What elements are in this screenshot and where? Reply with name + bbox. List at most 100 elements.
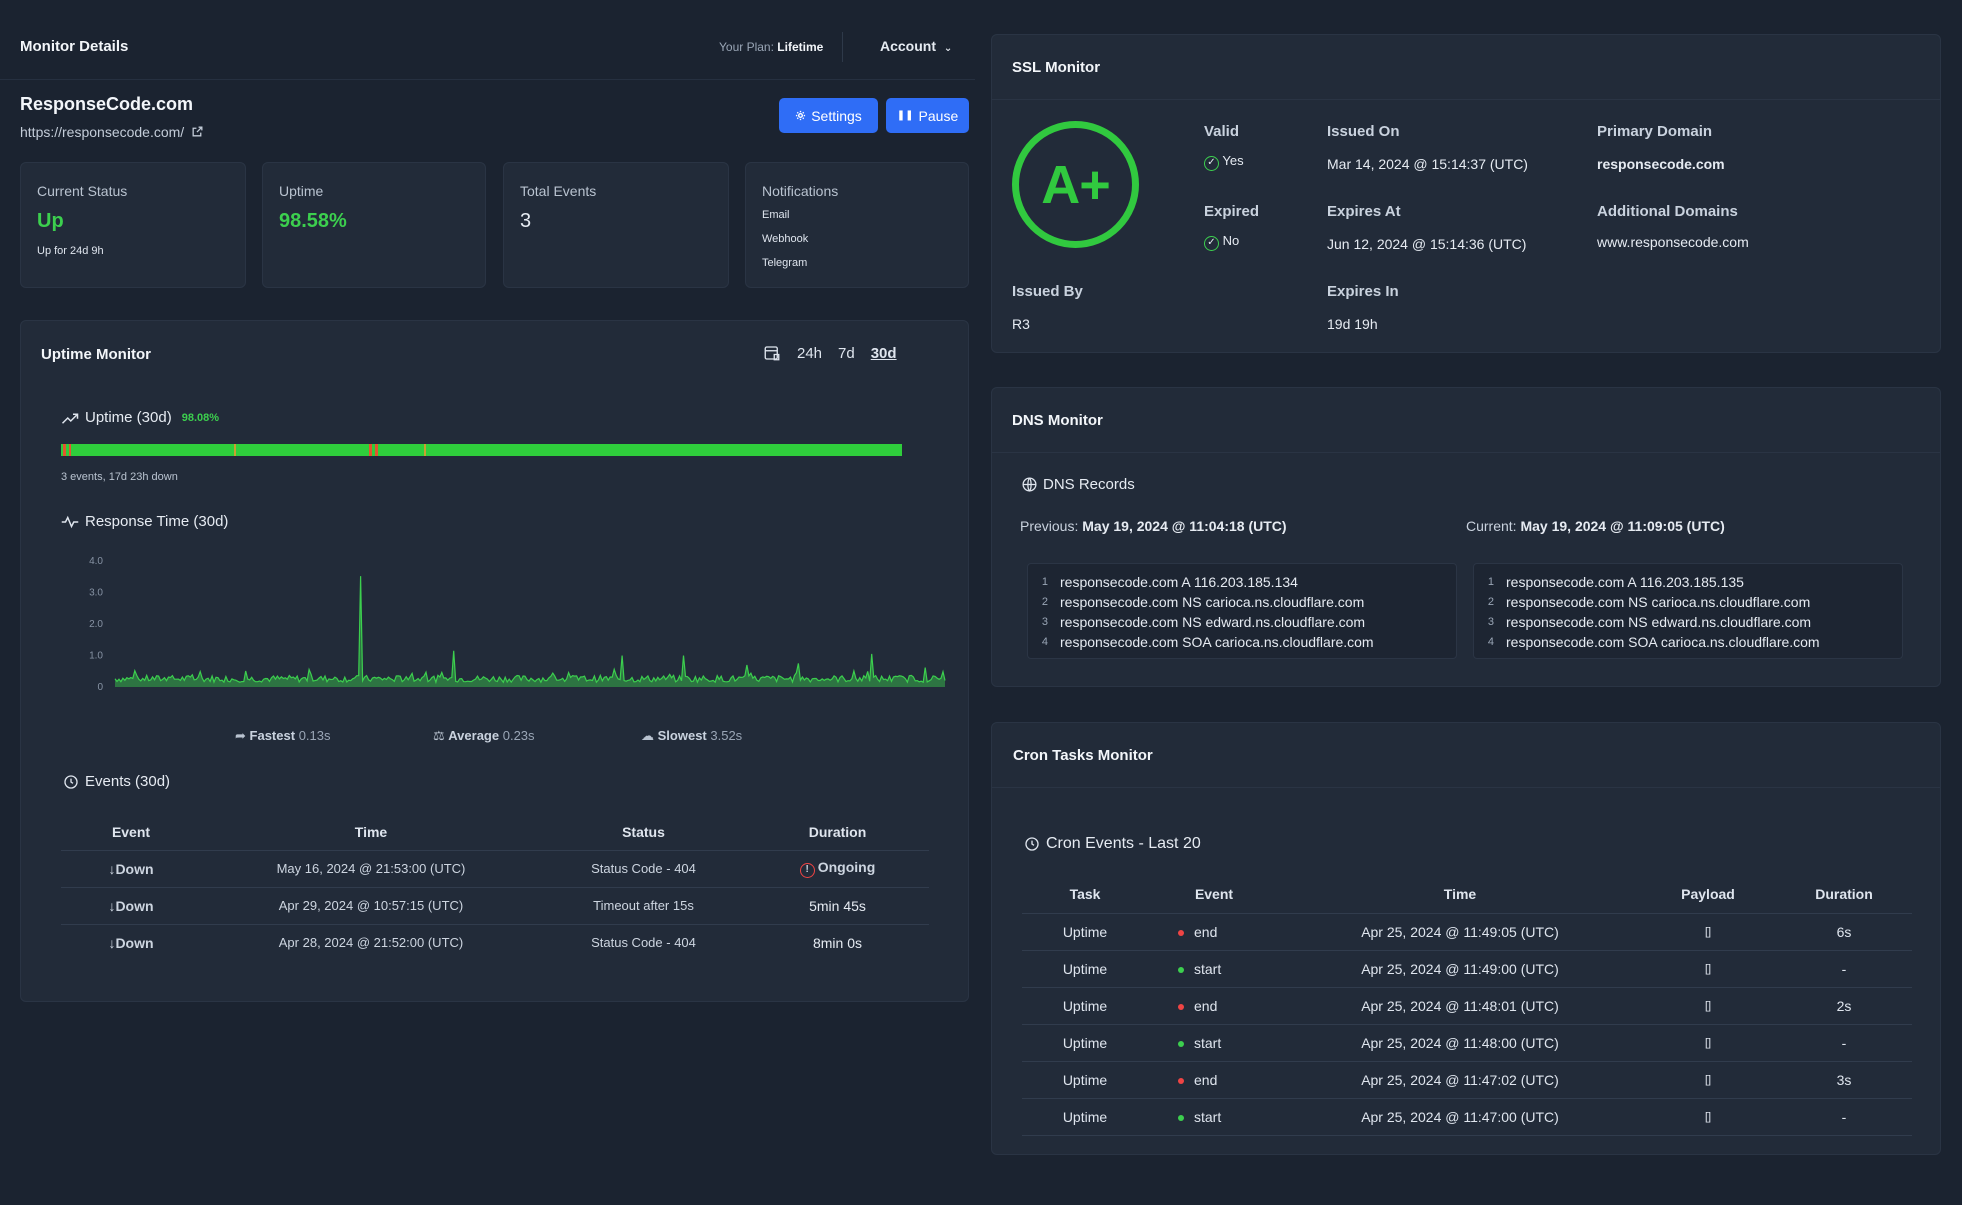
col-event: Event [111, 823, 151, 840]
pause-button[interactable]: ❚❚ Pause [886, 98, 969, 133]
monitor-url: https://responsecode.com/ [20, 124, 185, 140]
record-line: 2 responsecode.com NS carioca.ns.cloudfla… [1041, 594, 1365, 610]
expires-in-label: Expires In [1327, 283, 1399, 300]
total-events-label: Total Events [520, 183, 597, 199]
uptime-bar [61, 444, 902, 456]
event-cell: start [1148, 1023, 1280, 1061]
settings-button[interactable]: Settings [779, 98, 878, 133]
header-divider [842, 32, 843, 62]
time-cell: Apr 25, 2024 @ 11:47:00 (UTC) [1280, 1097, 1640, 1136]
y-tick-label: 4.0 [89, 556, 103, 567]
start-dot-icon [1178, 966, 1184, 973]
response-area [115, 576, 945, 687]
table-row[interactable]: Uptime start Apr 25, 2024 @ 11:48:00 (UT… [1022, 1023, 1912, 1061]
range-7d[interactable]: 7d [838, 344, 855, 362]
uptime-label: Uptime [279, 183, 324, 199]
dns-monitor-card: DNS Monitor DNS Records Previous: May 19… [991, 387, 1941, 687]
payload-cell: [] [1640, 1023, 1776, 1061]
cron-header-row: Task Event Time Payload Duration [1022, 876, 1912, 913]
issued-by-label: Issued By [1012, 283, 1083, 300]
globe-icon [1022, 477, 1037, 492]
monitor-url-link[interactable]: https://responsecode.com/ [20, 124, 204, 140]
cron-events-table: Task Event Time Payload Duration Uptime … [1022, 876, 1912, 1136]
current-time: May 19, 2024 @ 11:09:05 (UTC) [1520, 518, 1725, 534]
settings-label: Settings [811, 107, 862, 124]
event-label: start [1194, 960, 1222, 977]
scale-icon: ⚖ [433, 728, 445, 743]
uptime-monitor-card: Uptime Monitor 24h 7d 30d Uptime (30d) 9… [20, 320, 969, 1002]
record-text: responsecode.com NS carioca.ns.cloudflar… [1060, 594, 1365, 610]
valid-text: Yes [1222, 153, 1244, 168]
dns-records-title: DNS Records [1043, 476, 1135, 493]
uptime-bar-down-segment [63, 444, 66, 456]
col-duration: Duration [808, 823, 867, 840]
uptime-value: 98.58% [279, 210, 347, 232]
end-dot-icon [1178, 1003, 1184, 1010]
range-30d[interactable]: 30d [870, 344, 897, 362]
record-text: responsecode.com A 116.203.185.135 [1506, 574, 1744, 590]
plan-prefix: Your Plan: [719, 40, 774, 54]
average-stat: ⚖ Average 0.23s [433, 728, 535, 744]
table-row[interactable]: Uptime end Apr 25, 2024 @ 11:47:02 (UTC)… [1022, 1060, 1912, 1098]
current-status-label: Current Status [37, 183, 128, 199]
monitor-name: ResponseCode.com [20, 94, 194, 114]
duration-cell: 5min 45s [746, 886, 929, 924]
table-row[interactable]: ↓Down Apr 29, 2024 @ 10:57:15 (UTC) Time… [61, 886, 929, 924]
expires-at-value: Jun 12, 2024 @ 15:14:36 (UTC) [1327, 236, 1527, 252]
clock-icon [64, 774, 78, 789]
duration-cell: - [1776, 1097, 1912, 1136]
uptime-card: Uptime 98.58% [262, 162, 486, 288]
task-cell: Uptime [1022, 986, 1148, 1024]
time-cell: Apr 25, 2024 @ 11:48:00 (UTC) [1280, 1023, 1640, 1061]
current-records-box[interactable]: 1 responsecode.com A 116.203.185.135 2 res… [1473, 563, 1903, 659]
notification-item-webhook: Webhook [762, 233, 809, 245]
table-row[interactable]: Uptime end Apr 25, 2024 @ 11:49:05 (UTC)… [1022, 912, 1912, 950]
col-status: Status [622, 823, 665, 840]
col-duration: Duration [1815, 886, 1873, 903]
table-row[interactable]: ↓Down May 16, 2024 @ 21:53:00 (UTC) Stat… [61, 849, 929, 887]
previous-records-box[interactable]: 1 responsecode.com A 116.203.185.134 2 res… [1027, 563, 1457, 659]
check-circle-icon: ✓ [1204, 156, 1219, 171]
ssl-grade: A+ [1041, 154, 1111, 215]
slowest-stat: ☁ Slowest 3.52s [641, 728, 742, 744]
task-cell: Uptime [1022, 949, 1148, 987]
payload-cell: [] [1640, 949, 1776, 987]
time-cell: Apr 28, 2024 @ 21:52:00 (UTC) [201, 923, 541, 961]
event-cell: start [1148, 1097, 1280, 1136]
cron-title: Cron Tasks Monitor [1013, 747, 1153, 764]
previous-label: Previous: [1020, 518, 1079, 534]
duration-cell: 8min 0s [746, 923, 929, 961]
event-cell: end [1148, 986, 1280, 1024]
account-label: Account [880, 38, 936, 54]
account-menu[interactable]: Account ⌄ [880, 38, 952, 54]
response-time-chart: 4.0 3.0 2.0 1.0 0 [89, 556, 946, 691]
events-table: Event Time Status Duration ↓Down May 16,… [61, 814, 929, 961]
notifications-label: Notifications [762, 183, 839, 199]
table-row[interactable]: ↓Down Apr 28, 2024 @ 21:52:00 (UTC) Stat… [61, 923, 929, 961]
table-row[interactable]: Uptime start Apr 25, 2024 @ 11:49:00 (UT… [1022, 949, 1912, 987]
record-line: 4 responsecode.com SOA carioca.ns.cloudfl… [1487, 634, 1820, 650]
payload-cell: [] [1640, 912, 1776, 950]
dns-records-heading: DNS Records [1021, 476, 1135, 493]
event-cell: end [1148, 1060, 1280, 1098]
duration-cell: 2s [1776, 986, 1912, 1024]
end-dot-icon [1178, 1077, 1184, 1084]
plan-indicator: Your Plan: Lifetime [719, 40, 823, 54]
issued-on-value: Mar 14, 2024 @ 15:14:37 (UTC) [1327, 156, 1528, 172]
time-cell: Apr 25, 2024 @ 11:48:01 (UTC) [1280, 986, 1640, 1024]
range-24h[interactable]: 24h [797, 344, 823, 362]
check-circle-icon: ✓ [1204, 236, 1219, 251]
record-line: 4 responsecode.com SOA carioca.ns.cloudfl… [1041, 634, 1374, 650]
dns-divider [992, 452, 1940, 453]
calendar-icon[interactable] [763, 344, 781, 362]
primary-domain-value[interactable]: responsecode.com [1597, 156, 1725, 172]
time-cell: Apr 29, 2024 @ 10:57:15 (UTC) [201, 886, 541, 924]
task-cell: Uptime [1022, 912, 1148, 950]
uptime-heading-pct: 98.08% [181, 411, 220, 424]
table-row[interactable]: Uptime end Apr 25, 2024 @ 11:48:01 (UTC)… [1022, 986, 1912, 1024]
time-cell: Apr 25, 2024 @ 11:49:05 (UTC) [1280, 912, 1640, 950]
uptime-bar-down-segment [375, 444, 378, 456]
previous-time: May 19, 2024 @ 11:04:18 (UTC) [1082, 518, 1287, 534]
average-value: 0.23s [502, 728, 535, 743]
table-row[interactable]: Uptime start Apr 25, 2024 @ 11:47:00 (UT… [1022, 1097, 1912, 1136]
